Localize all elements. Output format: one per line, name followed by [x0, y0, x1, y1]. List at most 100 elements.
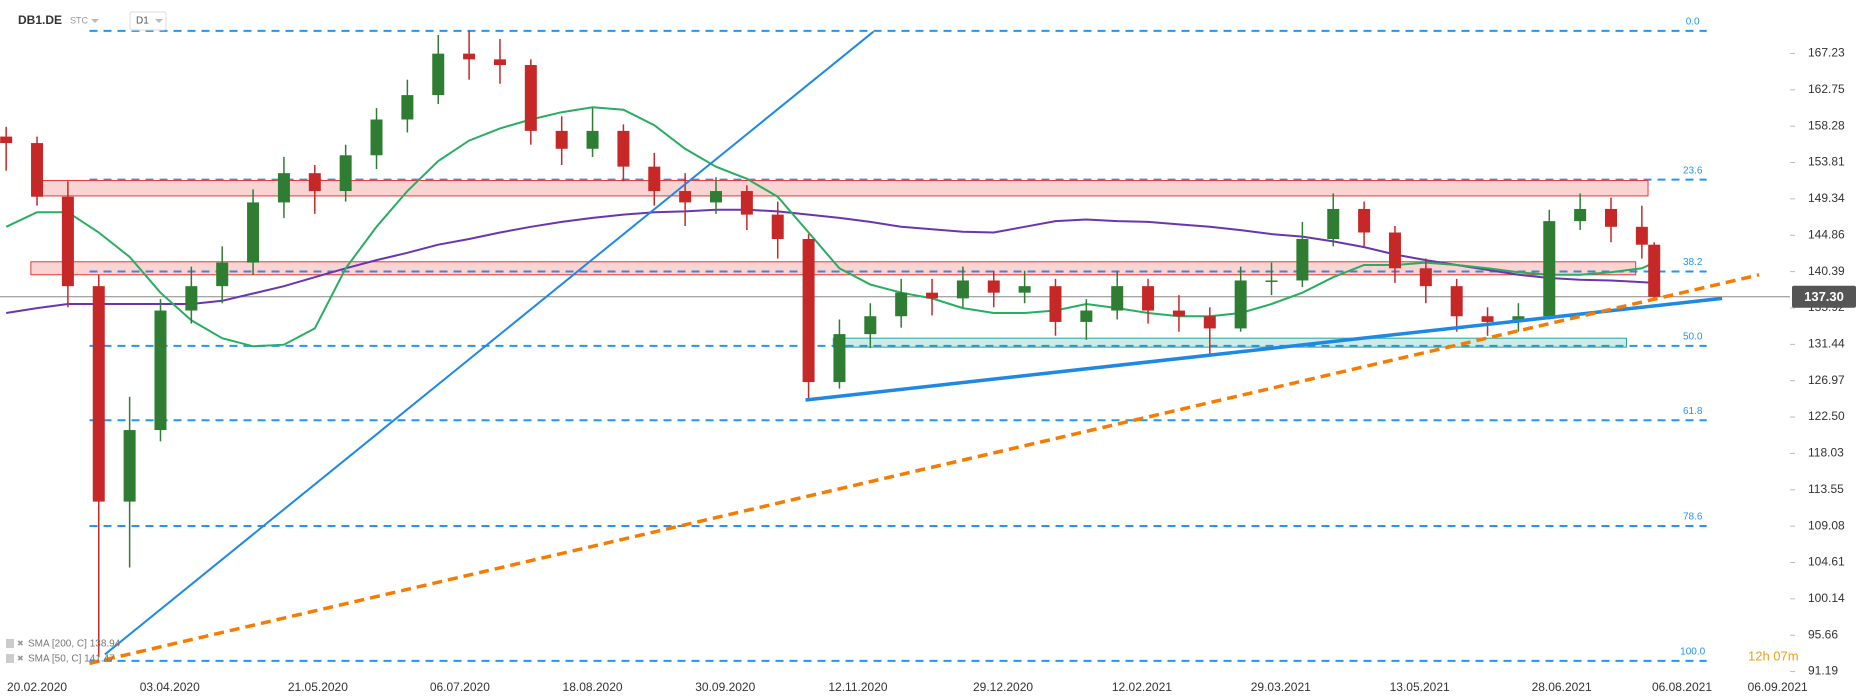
candle-body: [926, 292, 939, 299]
fib-label: 100.0: [1680, 647, 1705, 658]
candle-body: [1512, 316, 1525, 322]
candle-body: [1574, 208, 1587, 222]
candle-body: [555, 130, 568, 149]
mode[interactable]: STC: [70, 15, 89, 25]
candle-body: [1172, 310, 1185, 317]
candle-body: [864, 316, 877, 335]
y-tick-label: 149.34: [1808, 191, 1845, 205]
x-tick-label: 06.08.2021: [1652, 680, 1712, 694]
y-tick-label: 131.44: [1808, 337, 1845, 351]
y-tick-label: 95.66: [1808, 627, 1838, 641]
candle-body: [1419, 268, 1432, 287]
y-tick-label: 113.55: [1808, 482, 1844, 496]
candle-body: [154, 310, 167, 431]
candle-body: [247, 202, 260, 263]
trendline: [89, 273, 1760, 666]
candle-body: [1450, 286, 1463, 317]
y-tick-label: 126.97: [1808, 373, 1845, 387]
dropdown-icon: [91, 19, 99, 23]
candle-body: [1543, 221, 1556, 317]
header: DB1.DE STC D1: [18, 11, 167, 31]
candle-body: [802, 239, 815, 383]
candle-body: [1203, 316, 1216, 329]
candle-body: [1635, 226, 1648, 245]
x-tick-label: 13.05.2021: [1390, 680, 1450, 694]
candle-body: [833, 334, 846, 383]
y-tick-label: 158.28: [1808, 118, 1845, 132]
candle-body: [1018, 286, 1031, 293]
zone: [832, 337, 1627, 348]
candle-body: [401, 95, 414, 120]
candle-body: [1296, 239, 1309, 281]
axes: 167.23 162.75 158.28 153.81 149.34 144.86 140.…: [6, 46, 1856, 694]
candle-body: [493, 59, 506, 66]
x-tick-label: 06.09.2021: [1748, 680, 1808, 694]
candle-body: [1648, 244, 1661, 297]
x-tick-label: 12.02.2021: [1112, 680, 1172, 694]
candle-body: [31, 143, 44, 197]
candle-body: [1142, 286, 1155, 311]
y-tick-label: 122.50: [1808, 409, 1845, 423]
x-tick-label: 28.06.2021: [1532, 680, 1592, 694]
candle-body: [710, 191, 722, 203]
y-tick-label: 100.14: [1808, 591, 1845, 605]
candle-body: [432, 53, 445, 96]
y-tick-label: 153.81: [1808, 155, 1845, 169]
legend-icon: [6, 654, 14, 663]
candle-body: [771, 214, 784, 240]
interval: D1: [136, 16, 149, 27]
x-tick-label: 06.07.2020: [430, 680, 490, 694]
candle-body: [92, 286, 105, 502]
candle-body: [1327, 208, 1340, 240]
interval-box[interactable]: [129, 11, 167, 31]
candle-body: [1111, 286, 1124, 311]
candle-body: [185, 286, 198, 311]
candle-body: [1605, 208, 1617, 227]
legend-close: ✖: [17, 654, 24, 663]
candle-body: [339, 155, 352, 192]
y-tick-label: 118.03: [1808, 446, 1844, 460]
candle-body: [617, 130, 630, 167]
candle-body: [123, 430, 136, 502]
x-tick-label: 12.11.2020: [828, 680, 887, 694]
y-tick-label: 162.75: [1808, 82, 1845, 96]
candle-body: [216, 262, 229, 287]
plot-area: 0.0 23.6 38.2 50.0 61.8 78.6 100.0: [0, 17, 1790, 666]
x-tick-label: 29.03.2021: [1251, 680, 1311, 694]
candle-body: [679, 191, 692, 203]
legend-entry: SMA [200, C] 138.94: [28, 639, 121, 650]
y-tick-label: 167.23: [1808, 46, 1845, 60]
x-tick-label: 21.05.2020: [288, 680, 348, 694]
candle-body: [987, 280, 1000, 293]
candle-body: [524, 65, 537, 131]
candle-body: [0, 136, 13, 144]
x-tick-label: 20.02.2020: [7, 680, 67, 694]
x-tick-label: 29.12.2020: [973, 680, 1033, 694]
trendline: [104, 30, 875, 656]
candle-body: [1481, 316, 1494, 322]
fib-label: 0.0: [1686, 17, 1700, 28]
x-tick-label: 03.04.2020: [140, 680, 200, 694]
candle-body: [648, 166, 661, 192]
candle-body: [1265, 280, 1278, 282]
candle-body: [740, 191, 753, 215]
candle-body: [308, 173, 321, 192]
symbol: DB1.DE: [18, 13, 62, 27]
candle-body: [1234, 280, 1247, 329]
last-price-box: [1792, 285, 1856, 308]
candle-body: [277, 173, 290, 203]
dropdown-icon: [155, 19, 163, 23]
legend-entry: SMA [50, C] 141.47: [28, 654, 115, 665]
y-tick-label: 104.61: [1808, 555, 1845, 569]
legend-close: ✖: [17, 639, 24, 648]
trendline: [805, 296, 1723, 402]
last-price-label: 137.30: [1804, 289, 1844, 304]
candle-body: [895, 292, 908, 317]
candle-body: [463, 53, 476, 60]
y-tick-label: 144.86: [1808, 227, 1845, 241]
candle-body: [61, 196, 74, 287]
candle-body: [1358, 208, 1371, 233]
candle-body: [1388, 232, 1401, 269]
legend-icon: [6, 639, 14, 648]
